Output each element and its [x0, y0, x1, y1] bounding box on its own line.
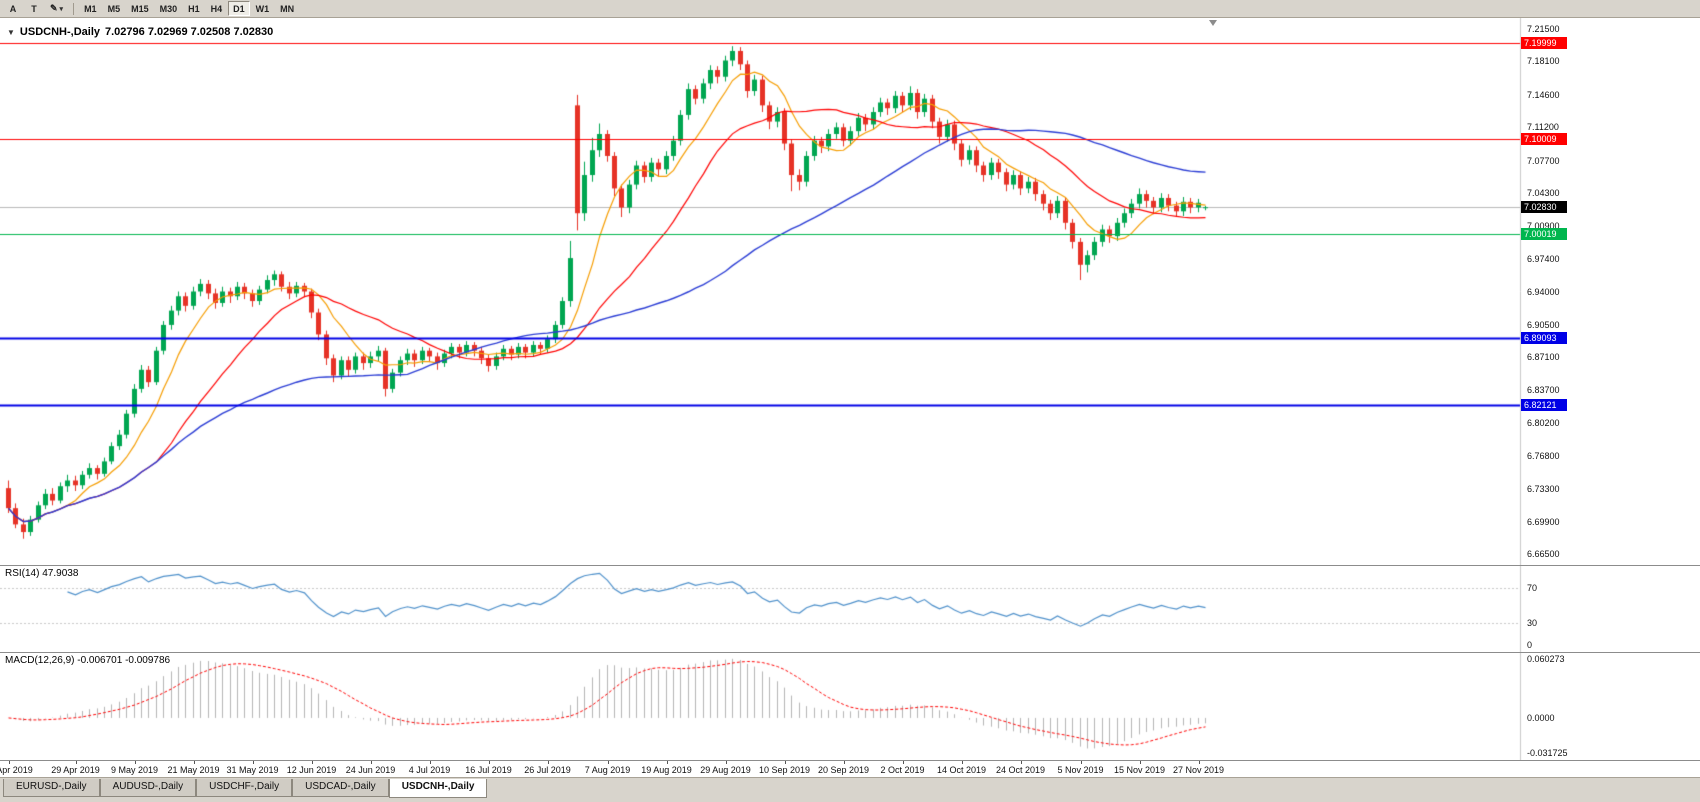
date-label: 16 Jul 2019 — [465, 765, 512, 775]
macd-panel: MACD(12,26,9) -0.006701 -0.009786 0.0602… — [0, 653, 1700, 761]
time-tick — [607, 761, 609, 764]
time-tick — [961, 761, 963, 764]
timeframe-h4-button[interactable]: H4 — [210, 3, 223, 14]
date-label: 2 Oct 2019 — [880, 765, 925, 775]
time-tick — [725, 761, 727, 764]
time-tick — [1139, 761, 1141, 764]
date-label: 29 Apr 2019 — [51, 765, 100, 775]
macd-header: MACD(12,26,9) -0.006701 -0.009786 — [5, 655, 171, 666]
date-label: 10 Sep 2019 — [758, 765, 811, 775]
rsi-canvas[interactable] — [0, 566, 1700, 652]
date-label: 4 Jul 2019 — [408, 765, 451, 775]
chart-header: ▼ USDCNH-,Daily 7.02796 7.02969 7.02508 … — [7, 26, 273, 38]
timeframe-m15-button[interactable]: M15 — [131, 3, 149, 14]
date-label: 31 May 2019 — [226, 765, 279, 775]
time-tick — [134, 761, 136, 764]
timeframe-m1-button[interactable]: M1 — [84, 3, 97, 14]
rsi-header: RSI(14) 47.9038 — [5, 568, 79, 579]
date-label: 12 Jun 2019 — [286, 765, 337, 775]
time-tick — [784, 761, 786, 764]
date-label: 5 Nov 2019 — [1057, 765, 1104, 775]
time-tick — [370, 761, 372, 764]
time-tick — [1080, 761, 1082, 764]
tool-draw-button[interactable]: ✎ ▾ — [50, 3, 64, 13]
tab-eurusddaily[interactable]: EURUSD-,Daily — [3, 779, 100, 797]
tab-audusddaily[interactable]: AUDUSD-,Daily — [99, 779, 197, 797]
date-label: 7 Aug 2019 — [584, 765, 631, 775]
tab-usdcnhdaily[interactable]: USDCNH-,Daily — [388, 779, 488, 798]
chart-ohlc-values: 7.02796 7.02969 7.02508 7.02830 — [105, 26, 274, 38]
date-label: 20 Sep 2019 — [817, 765, 870, 775]
time-tick — [843, 761, 845, 764]
timeframe-m30-button[interactable]: M30 — [159, 3, 178, 14]
toolbar: A T ✎ ▾ M1 M5 M15 M30 H1 H4 D1 W1 MN — [0, 0, 1700, 18]
date-label: 14 Oct 2019 — [936, 765, 987, 775]
timeframe-d1-button[interactable]: D1 — [228, 1, 250, 16]
time-tick — [8, 761, 10, 764]
main-chart-canvas[interactable] — [0, 18, 1700, 565]
dropdown-caret-icon: ▾ — [59, 5, 64, 13]
time-tick — [252, 761, 254, 764]
rsi-panel: RSI(14) 47.9038 70 30 0 — [0, 566, 1700, 653]
date-label: 19 Aug 2019 — [641, 765, 692, 775]
symbol-dropdown-icon[interactable]: ▼ — [7, 27, 15, 37]
time-tick — [1198, 761, 1200, 764]
toolbar-separator — [73, 2, 75, 15]
time-tick — [488, 761, 490, 764]
time-tick — [666, 761, 668, 764]
date-label: 26 Jul 2019 — [524, 765, 571, 775]
date-label: 21 May 2019 — [167, 765, 220, 775]
timeframe-m5-button[interactable]: M5 — [107, 3, 121, 14]
chart-shift-marker — [1209, 20, 1217, 26]
macd-canvas[interactable] — [0, 653, 1700, 760]
tab-usdchfdaily[interactable]: USDCHF-,Daily — [196, 779, 293, 797]
date-label: 27 Nov 2019 — [1172, 765, 1225, 775]
tool-text-button[interactable]: T — [31, 3, 37, 14]
timeframe-mn-button[interactable]: MN — [280, 3, 295, 14]
time-axis[interactable]: 16 Apr 2019 29 Apr 2019 9 May 2019 21 May 2… — [0, 761, 1700, 777]
tool-arrow-button[interactable]: A — [9, 3, 17, 14]
tab-usdcaddaily[interactable]: USDCAD-,Daily — [292, 779, 389, 797]
time-tick — [1020, 761, 1022, 764]
timeframe-w1-button[interactable]: W1 — [255, 3, 270, 14]
date-label: 24 Jun 2019 — [345, 765, 396, 775]
time-tick — [75, 761, 77, 764]
date-label: 15 Nov 2019 — [1113, 765, 1166, 775]
timeframe-h1-button[interactable]: H1 — [188, 3, 200, 14]
date-label: 29 Aug 2019 — [700, 765, 751, 775]
time-tick — [902, 761, 904, 764]
main-chart-panel: ▼ USDCNH-,Daily 7.02796 7.02969 7.02508 … — [0, 18, 1700, 566]
date-label: 16 Apr 2019 — [0, 765, 33, 775]
time-tick — [429, 761, 431, 764]
date-label: 9 May 2019 — [110, 765, 159, 775]
time-tick — [547, 761, 549, 764]
time-tick — [311, 761, 313, 764]
chart-symbol-label: USDCNH-,Daily — [19, 26, 100, 38]
date-label: 24 Oct 2019 — [995, 765, 1046, 775]
time-tick — [193, 761, 195, 764]
chart-tabs-bar: EURUSD-,Daily AUDUSD-,Daily USDCHF-,Daily U… — [0, 777, 1700, 802]
